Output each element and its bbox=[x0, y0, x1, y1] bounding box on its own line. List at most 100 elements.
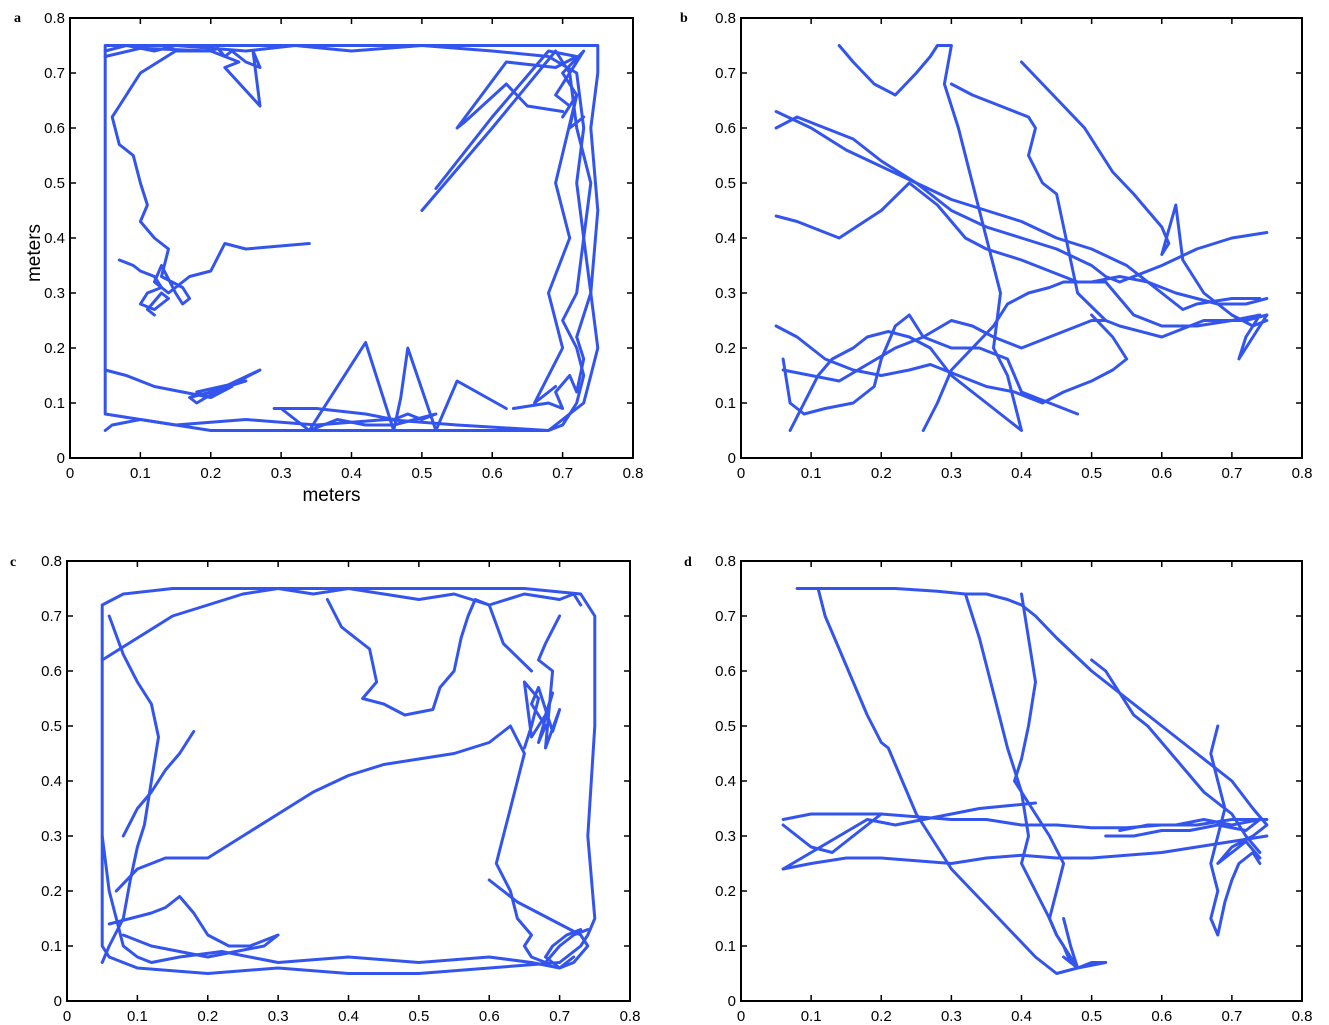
x-tick-label: 0.7 bbox=[549, 1008, 570, 1025]
trajectory-series-9 bbox=[1209, 724, 1262, 937]
y-tick-label: 0.2 bbox=[715, 340, 736, 357]
panel-a: 0 0.1 0.2 0.3 0.4 0.5 0.6 0.7 0.8 0 0.1 0.2 0.3 0.4 0.… bbox=[14, 10, 643, 506]
y-tick-label: 0.3 bbox=[715, 285, 736, 302]
x-tick-label: 0.2 bbox=[197, 1008, 218, 1025]
trajectory-series-1 bbox=[100, 587, 597, 975]
panel-c: 0 0.1 0.2 0.3 0.4 0.5 0.6 0.7 0.8 0 0.1 0.2 0.3 0.4 0.… bbox=[10, 553, 640, 1025]
x-tick-label: 0.5 bbox=[1081, 465, 1102, 482]
y-tick-label: 0.8 bbox=[715, 553, 736, 570]
x-tick-label: 0.1 bbox=[130, 465, 151, 482]
panel-d: 0 0.1 0.2 0.3 0.4 0.5 0.6 0.7 0.8 0 0.1 0.2 0.3 0.4 0.… bbox=[684, 553, 1312, 1025]
trajectory-series-6 bbox=[272, 407, 438, 432]
x-tick-label: 0 bbox=[737, 1008, 745, 1025]
trajectory-series-8 bbox=[781, 812, 883, 854]
trajectory-series-8 bbox=[420, 49, 586, 212]
trajectory-series-7 bbox=[307, 341, 508, 432]
y-tick-label: 0 bbox=[728, 450, 736, 467]
trajectory-series-4 bbox=[1020, 60, 1269, 328]
x-tick-label: 0.7 bbox=[1221, 1008, 1242, 1025]
x-tick-label: 0.1 bbox=[801, 465, 822, 482]
panel-label: c bbox=[10, 555, 16, 570]
trajectory-series-10 bbox=[511, 49, 593, 410]
y-tick-label: 0.5 bbox=[41, 718, 62, 735]
trajectory-series-11 bbox=[1090, 658, 1262, 854]
trajectory-series-6 bbox=[121, 730, 196, 838]
y-tick-label: 0.6 bbox=[44, 120, 65, 137]
panel-label: a bbox=[14, 11, 21, 26]
y-tick-label: 0.7 bbox=[41, 608, 62, 625]
x-tick-label: 0.6 bbox=[1151, 1008, 1172, 1025]
x-tick-label: 0.3 bbox=[271, 465, 292, 482]
x-tick-label: 0.8 bbox=[623, 465, 644, 482]
trajectory-series-5 bbox=[949, 82, 1108, 322]
x-tick-label: 0.7 bbox=[1221, 465, 1242, 482]
x-tick-label: 0.4 bbox=[338, 1008, 359, 1025]
y-tick-label: 0.4 bbox=[715, 230, 736, 247]
trajectory-series-5 bbox=[781, 834, 1269, 871]
trajectory-series-3 bbox=[963, 592, 1080, 970]
trajectory-series-3 bbox=[103, 46, 311, 306]
x-tick-label: 0.5 bbox=[411, 465, 432, 482]
x-tick-label: 0.1 bbox=[801, 1008, 822, 1025]
y-tick-label: 0.3 bbox=[715, 828, 736, 845]
trajectory-series-7 bbox=[114, 724, 590, 964]
y-tick-label: 0.8 bbox=[41, 553, 62, 570]
y-axis-title: meters bbox=[24, 224, 45, 282]
panel-label: b bbox=[680, 11, 688, 26]
y-tick-label: 0.2 bbox=[715, 883, 736, 900]
y-tick-label: 0.8 bbox=[715, 10, 736, 27]
y-tick-label: 0.7 bbox=[44, 65, 65, 82]
x-tick-label: 0.1 bbox=[127, 1008, 148, 1025]
y-tick-label: 0.6 bbox=[41, 663, 62, 680]
y-tick-label: 0.5 bbox=[715, 718, 736, 735]
x-tick-label: 0 bbox=[737, 465, 745, 482]
x-tick-label: 0.5 bbox=[1081, 1008, 1102, 1025]
x-tick-label: 0.3 bbox=[941, 465, 962, 482]
x-tick-label: 0.4 bbox=[1011, 1008, 1032, 1025]
y-tick-label: 0.3 bbox=[41, 828, 62, 845]
trajectory-series-9 bbox=[434, 49, 579, 190]
trajectory-series-8 bbox=[107, 895, 280, 959]
trajectory-series-6 bbox=[774, 181, 1269, 361]
x-axis-title: meters bbox=[302, 485, 360, 506]
x-tick-label: 0.6 bbox=[482, 465, 503, 482]
trajectory-series-2 bbox=[100, 587, 583, 662]
x-tick-label: 0.2 bbox=[871, 465, 892, 482]
trajectory-series-1 bbox=[103, 44, 600, 432]
y-tick-label: 0.8 bbox=[44, 10, 65, 27]
y-tick-label: 0.1 bbox=[44, 395, 65, 412]
x-tick-label: 0.8 bbox=[1292, 1008, 1313, 1025]
x-tick-label: 0.5 bbox=[408, 1008, 429, 1025]
x-tick-label: 0 bbox=[63, 1008, 71, 1025]
panel-b: 0 0.1 0.2 0.3 0.4 0.5 0.6 0.7 0.8 0 0.1 0.2 0.3 0.4 0.… bbox=[680, 10, 1312, 482]
x-tick-label: 0.6 bbox=[1151, 465, 1172, 482]
trajectory-series-10 bbox=[921, 275, 1269, 432]
y-tick-label: 0 bbox=[57, 450, 65, 467]
trajectory-series-10 bbox=[100, 834, 576, 970]
y-tick-label: 0.4 bbox=[44, 230, 65, 247]
y-tick-label: 0.2 bbox=[44, 340, 65, 357]
trajectory-series-1 bbox=[788, 44, 1023, 432]
trajectory-series-6 bbox=[781, 812, 1269, 830]
trajectory-series-1 bbox=[795, 587, 1269, 865]
trajectory-series-10 bbox=[1104, 818, 1262, 838]
y-tick-label: 0.7 bbox=[715, 65, 736, 82]
y-tick-label: 0.4 bbox=[41, 773, 62, 790]
x-tick-label: 0.8 bbox=[620, 1008, 641, 1025]
y-tick-label: 0.5 bbox=[715, 175, 736, 192]
trajectory-series-5 bbox=[103, 368, 262, 405]
trajectory-series-5 bbox=[100, 614, 160, 964]
x-tick-label: 0.6 bbox=[479, 1008, 500, 1025]
y-tick-label: 0.1 bbox=[715, 938, 736, 955]
trajectory-series-2 bbox=[103, 44, 586, 432]
panel-label: d bbox=[684, 555, 692, 570]
x-tick-label: 0.4 bbox=[341, 465, 362, 482]
y-tick-label: 0 bbox=[54, 993, 62, 1010]
y-tick-label: 0.6 bbox=[715, 663, 736, 680]
y-tick-label: 0.2 bbox=[41, 883, 62, 900]
y-tick-label: 0.7 bbox=[715, 608, 736, 625]
y-tick-label: 0.4 bbox=[715, 773, 736, 790]
x-tick-label: 0.7 bbox=[552, 465, 573, 482]
trajectory-series-2 bbox=[816, 587, 1108, 975]
trajectory-series-4 bbox=[1013, 592, 1073, 964]
